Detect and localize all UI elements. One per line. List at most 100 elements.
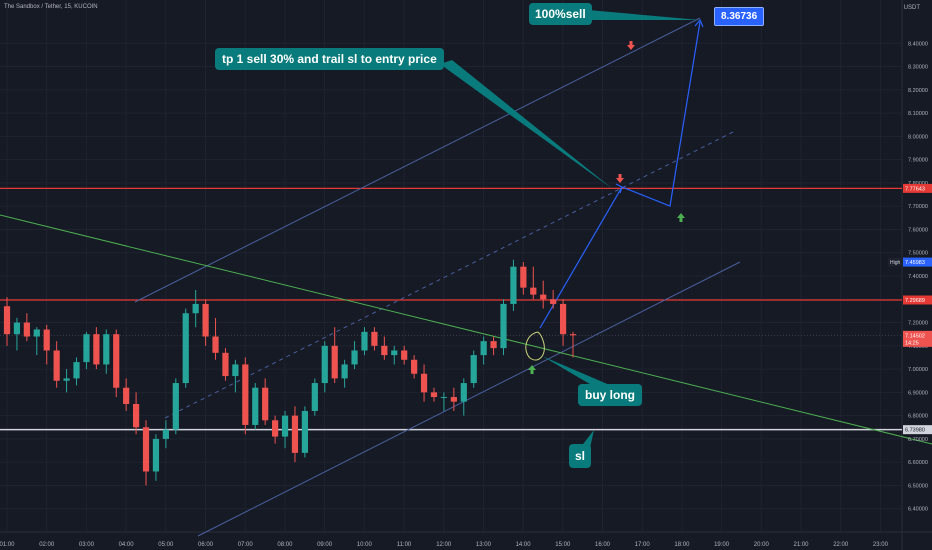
candle-body: [53, 350, 60, 381]
price-tag: 7.45983 High: [888, 257, 932, 267]
price-tick-label: 6.40000: [908, 507, 928, 513]
candle-body: [460, 383, 467, 402]
candle-body: [83, 334, 90, 363]
projection-path: [539, 21, 701, 329]
price-tick-label: 7.40000: [908, 274, 928, 280]
candle-body: [450, 397, 457, 402]
price-tick-label: 7.00000: [908, 367, 928, 373]
buy-arrow-icon: [528, 365, 536, 374]
candle-body: [301, 410, 308, 453]
candle-body: [540, 294, 547, 300]
tp1-callout[interactable]: tp 1 sell 30% and trail sl to entry pric…: [215, 48, 444, 70]
descending-trendline: [0, 214, 932, 445]
channel-mid-line: [164, 130, 736, 419]
price-tick-label: 7.70000: [908, 204, 928, 210]
candle-body: [33, 329, 40, 337]
candle-body: [401, 350, 408, 360]
candle-body: [420, 373, 428, 393]
price-tag-label: 7.29689: [905, 298, 925, 304]
candle-body: [43, 329, 50, 351]
price-tag-sub: 14:25: [905, 340, 919, 346]
candle-body: [500, 303, 507, 349]
candle-body: [63, 378, 70, 381]
candle-body: [172, 383, 179, 430]
candle-body: [232, 364, 239, 377]
candle-body: [321, 345, 328, 384]
candle-body: [152, 438, 160, 472]
time-tick-label: 02:00: [39, 542, 55, 548]
candle-body: [391, 350, 398, 356]
price-tick-label: 6.80000: [908, 414, 928, 420]
time-tick-label: 05:00: [158, 542, 174, 548]
price-axis: 6.40000 6.50000 6.60000 6.70000 6.80000 6.900…: [908, 41, 928, 512]
time-tick-label: 12:00: [436, 542, 452, 548]
candle-body: [550, 299, 557, 304]
candle-body: [162, 429, 169, 439]
time-tick-label: 08:00: [277, 542, 293, 548]
target-price-label[interactable]: 8.36736: [714, 7, 765, 26]
buy-long-callout[interactable]: buy long: [578, 384, 642, 406]
candle-body: [132, 404, 140, 428]
time-tick-label: 17:00: [635, 542, 651, 548]
candle-body: [262, 387, 269, 421]
candle-body: [242, 364, 249, 425]
price-tick-label: 7.20000: [908, 321, 928, 327]
price-tick-label: 6.70000: [908, 437, 928, 443]
price-tick-label: 8.00000: [908, 134, 928, 140]
channel-lower-line: [197, 261, 741, 537]
sl-callout-pointer: [580, 430, 594, 448]
candle-body: [381, 345, 388, 356]
time-tick-label: 16:00: [595, 542, 611, 548]
time-tick-label: 04:00: [119, 542, 135, 548]
sell-arrow-icon: [627, 41, 635, 50]
candle-body: [192, 303, 199, 314]
channel-upper-line: [134, 17, 701, 303]
time-tick-label: 01:00: [0, 542, 15, 548]
candle-body: [272, 420, 279, 437]
price-tick-label: 6.90000: [908, 390, 928, 396]
price-tick-label: 6.60000: [908, 460, 928, 466]
price-tag-bg: [903, 295, 932, 305]
candle-body: [440, 397, 448, 399]
time-tick-label: 20:00: [754, 542, 770, 548]
time-tick-label: 10:00: [357, 542, 373, 548]
candle-body: [23, 322, 30, 337]
candle-body: [361, 331, 368, 351]
pair-title: The Sandbox / Tether, 15, KUCOIN: [4, 4, 98, 10]
time-tick-label: 23:00: [873, 542, 889, 548]
sell-arrow-icon: [616, 174, 624, 183]
buy-long-callout-pointer: [542, 356, 612, 390]
time-tick-label: 18:00: [674, 542, 690, 548]
time-tick-label: 03:00: [79, 542, 95, 548]
sell-all-callout[interactable]: 100%sell: [529, 3, 592, 25]
candle-body: [212, 336, 219, 353]
candle-body: [142, 427, 150, 472]
sl-callout[interactable]: sl: [569, 444, 592, 468]
price-tick-label: 7.60000: [908, 227, 928, 233]
candle-body: [291, 415, 299, 453]
time-axis: 01:00 02:00 03:00 04:00 05:00 06:00 07:00 08:00…: [0, 542, 889, 548]
price-tag-bg: [903, 257, 932, 267]
candle-body: [569, 334, 577, 336]
price-tag-bg: [903, 183, 932, 193]
candle-body: [93, 334, 100, 365]
price-tag-bg: [903, 425, 932, 435]
candle-body: [411, 359, 418, 374]
buy-arrow-icon: [677, 213, 685, 222]
tp1-callout-pointer: [440, 60, 614, 190]
candle-body: [510, 266, 517, 304]
price-tag-bg: [888, 257, 902, 267]
candle-body: [470, 355, 477, 384]
price-tag: 6.73980: [903, 425, 932, 435]
time-tick-label: 19:00: [714, 542, 730, 548]
candle-body: [371, 331, 378, 346]
price-tick-label: 7.50000: [908, 251, 928, 257]
candle-body: [3, 306, 11, 335]
candle-body: [520, 266, 527, 288]
price-tag-bg: [903, 330, 932, 347]
sell-all-callout-pointer: [588, 10, 700, 20]
candle-body: [113, 334, 120, 388]
